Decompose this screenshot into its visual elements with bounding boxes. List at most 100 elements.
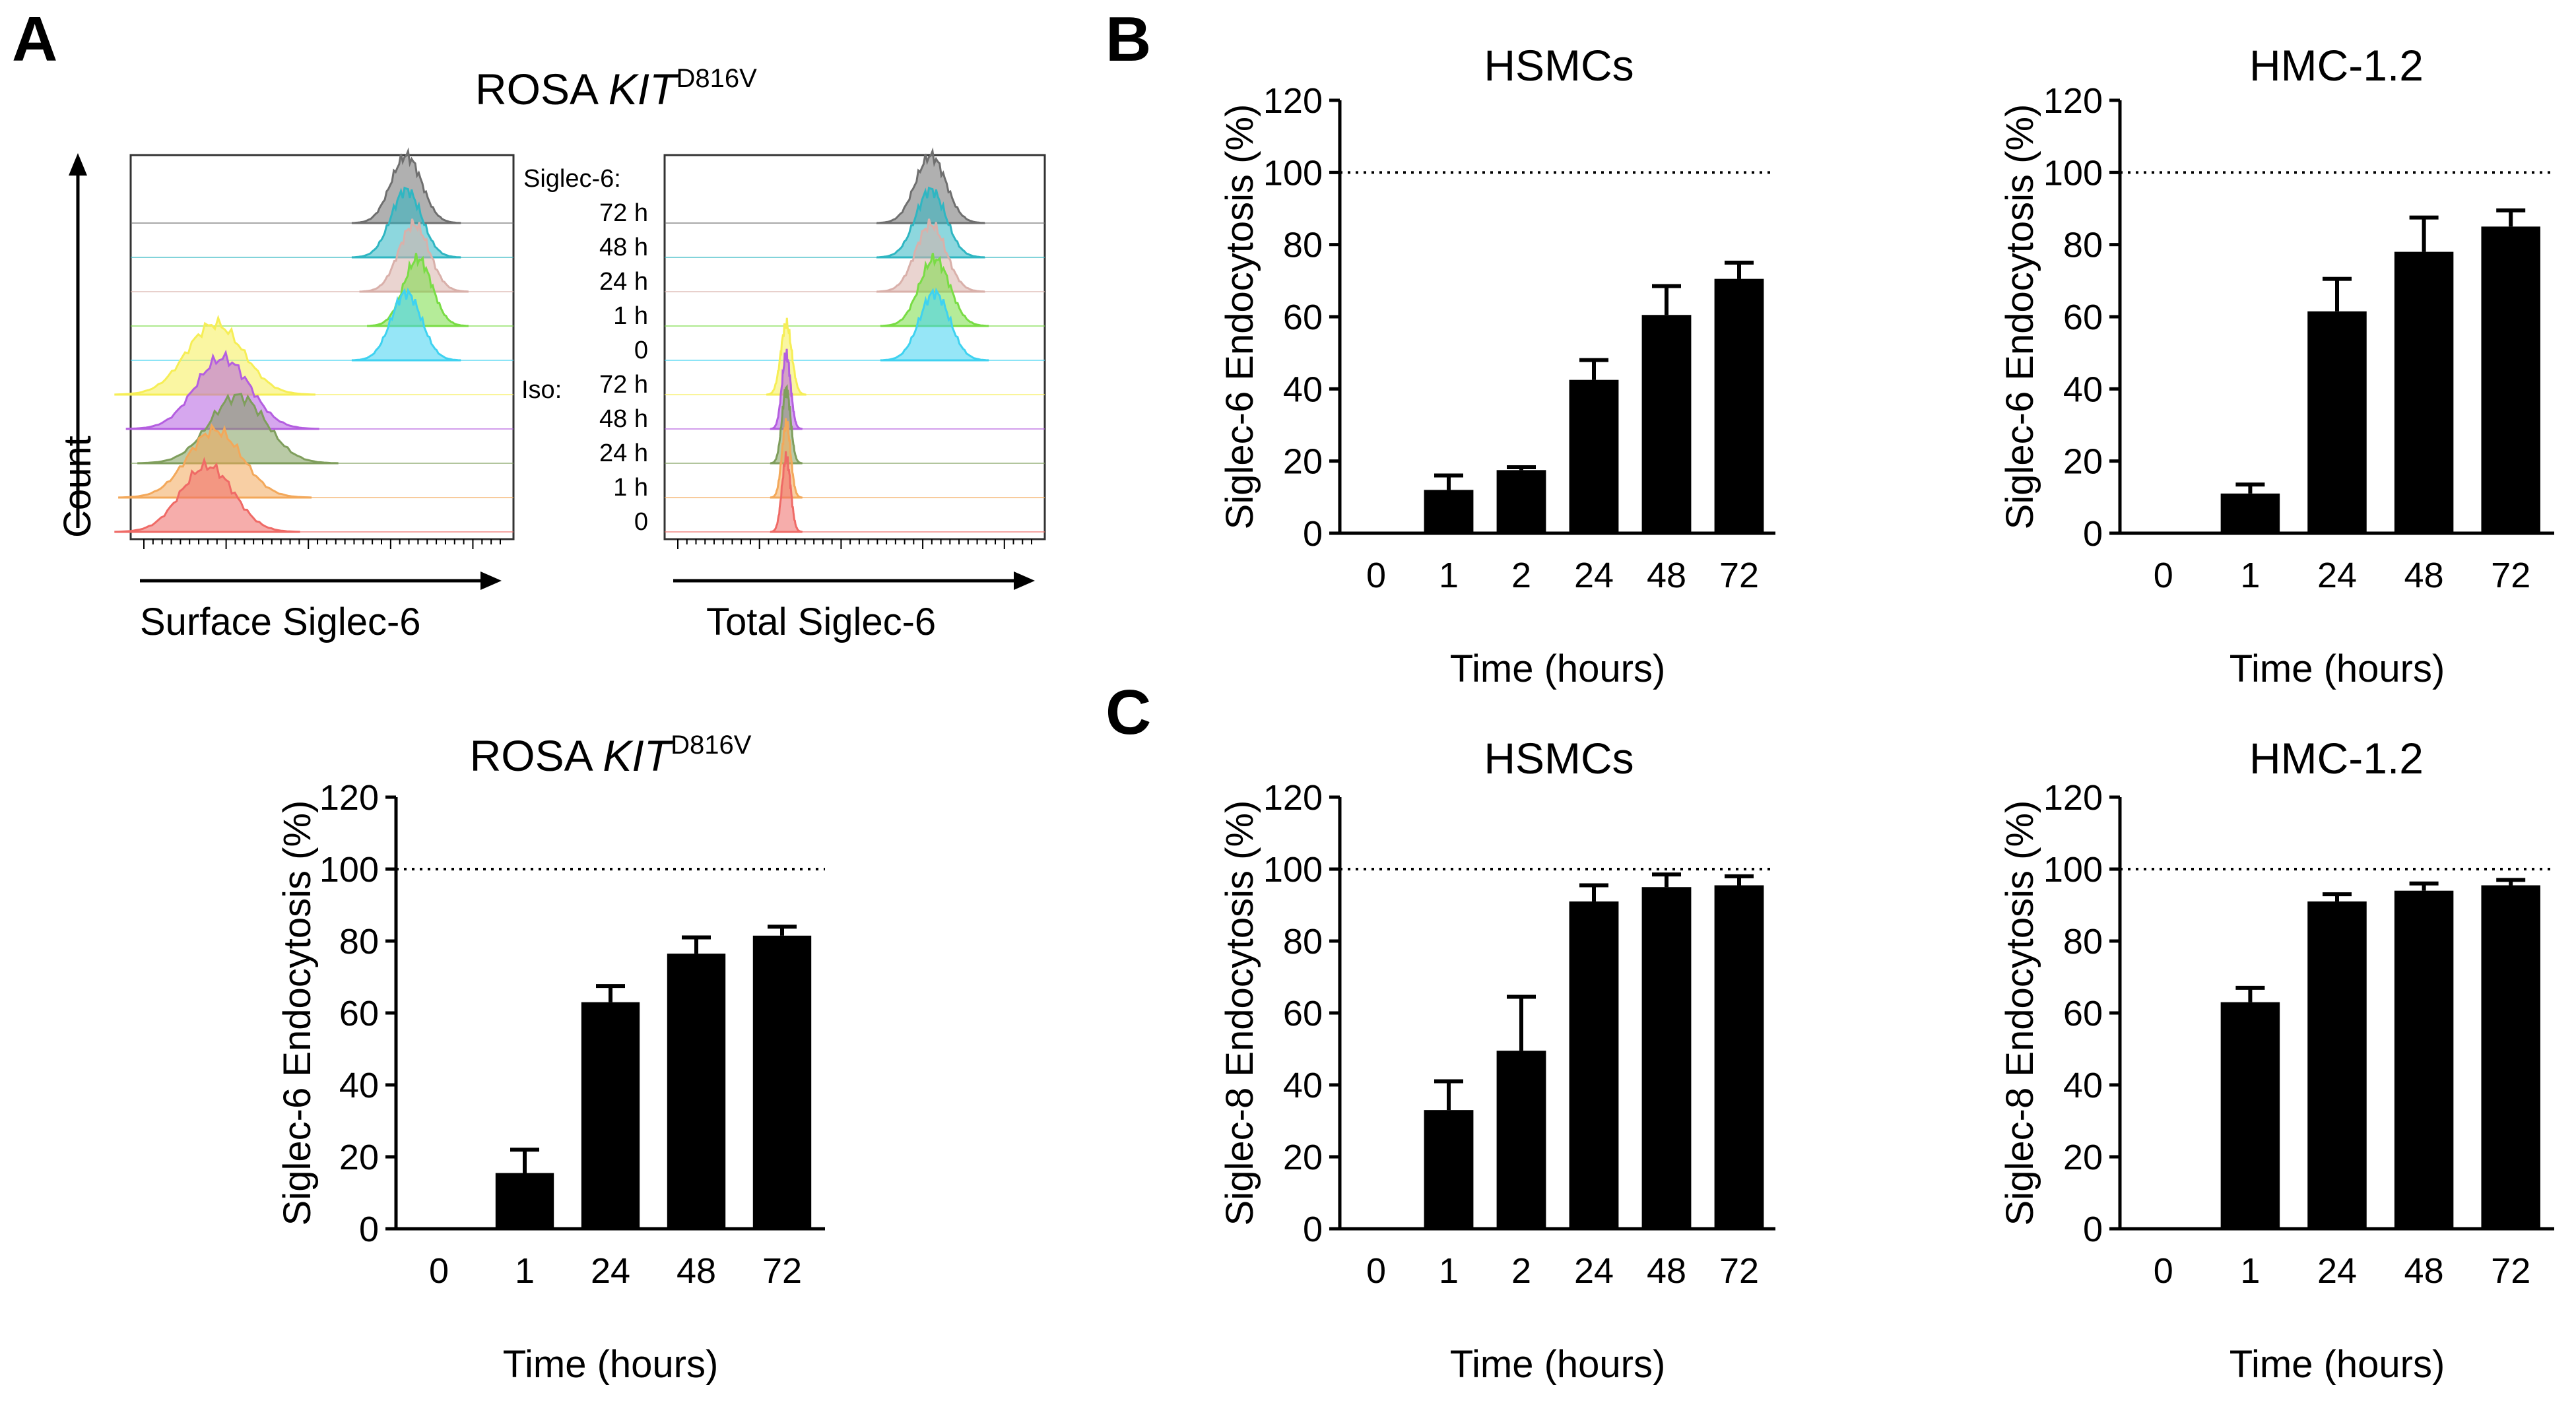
- x-tick-label: 0: [2154, 1251, 2173, 1291]
- surface-histogram-stack: [114, 147, 513, 533]
- x-tick-label: 48: [1647, 556, 1686, 595]
- y-tick-label: 60: [339, 994, 379, 1033]
- time-label: 0: [634, 508, 648, 536]
- x-tick-label: 1: [2240, 556, 2260, 595]
- time-label: 24 h: [599, 440, 648, 467]
- x-tick-label: 72: [2491, 1251, 2530, 1291]
- x-tick-label: 0: [1366, 1251, 1386, 1291]
- x-axis-label: Time (hours): [2229, 647, 2445, 690]
- y-tick-label: 40: [1283, 1066, 1323, 1105]
- y-tick-label: 100: [2043, 850, 2103, 890]
- x-tick-label: 48: [2404, 1251, 2444, 1291]
- y-tick-label: 0: [1303, 514, 1323, 554]
- panel-label-a: A: [12, 4, 57, 75]
- y-tick-label: 0: [2083, 514, 2103, 554]
- y-tick-label: 0: [1303, 1210, 1323, 1249]
- x-tick-label: 1: [1439, 556, 1459, 595]
- histogram-curve: [876, 218, 985, 293]
- rosa-endocytosis-chart: ROSA KITD816V 0 20 40 60 80 100 120 0 1 24 48 72 Time…: [276, 731, 825, 1386]
- chart-title: ROSA KITD816V: [470, 731, 752, 780]
- chart-title-sup: D816V: [671, 731, 752, 760]
- x-axis-label: Time (hours): [1450, 647, 1666, 690]
- chart-title-italic: KIT: [603, 731, 673, 780]
- y-tick-label: 20: [339, 1138, 379, 1177]
- y-tick-label: 120: [1263, 81, 1323, 121]
- y-tick-label: 80: [339, 922, 379, 961]
- bar: [2307, 311, 2367, 533]
- x-tick-label: 0: [429, 1251, 449, 1291]
- histogram-curve: [114, 314, 315, 396]
- y-tick-label: 20: [1283, 442, 1323, 482]
- x-tick-label: 72: [1719, 556, 1759, 595]
- c-hmc-siglec8-chart: HMC-1.2 0 20 40 60 80 100 120 0 1 24 48 72 Time (hour…: [1998, 734, 2554, 1386]
- bar: [581, 1002, 640, 1229]
- chart-title-main: ROSA: [470, 731, 603, 780]
- x-tick-label: 72: [762, 1251, 802, 1291]
- bar: [1641, 887, 1692, 1229]
- y-tick-label: 120: [1263, 778, 1323, 818]
- y-tick-label: 100: [319, 850, 379, 890]
- time-label: 72 h: [599, 199, 648, 227]
- x-tick-label: 1: [1439, 1251, 1459, 1291]
- y-tick-label: 60: [1283, 298, 1323, 337]
- x-tick-label: 48: [1647, 1251, 1686, 1291]
- iso-label: Iso:: [521, 376, 562, 404]
- bar: [2394, 251, 2454, 533]
- y-tick-label: 40: [2063, 370, 2103, 409]
- y-tick-label: 20: [1283, 1138, 1323, 1177]
- y-tick-label: 120: [2043, 778, 2103, 818]
- y-tick-label: 20: [2063, 1138, 2103, 1177]
- time-labels: 72 h 48 h 24 h 1 h 0 72 h 48 h 24 h 1 h 0: [599, 199, 648, 536]
- y-axis-label: Siglec-8 Endocytosis (%): [1998, 800, 2041, 1226]
- b-hsmc-siglec6-chart: HSMCs 0 20 40 60 80 100 120 0 1 2 24 48 72 Time (hours…: [1218, 41, 1775, 690]
- bar: [1424, 490, 1474, 533]
- bar: [1714, 885, 1764, 1229]
- histogram-curve: [114, 457, 300, 533]
- b-hmc-siglec6-chart: HMC-1.2 0 20 40 60 80 100 120 0 1 24 48 72 Time (hour…: [1998, 41, 2554, 690]
- y-tick-label: 120: [319, 778, 379, 818]
- time-label: 1 h: [613, 474, 648, 502]
- x-tick-label: 72: [2491, 556, 2530, 595]
- y-tick-label: 40: [1283, 370, 1323, 409]
- bar: [495, 1173, 554, 1229]
- x-tick-label: 24: [2317, 1251, 2357, 1291]
- y-tick-label: 40: [339, 1066, 379, 1105]
- bar: [1641, 315, 1692, 533]
- flow-title: ROSA KITD816V: [475, 64, 757, 114]
- surface-arrow-head: [480, 571, 502, 590]
- flow-histograms: ROSA KITD816V Count Siglec-6: Iso: 72 h 4…: [56, 64, 1046, 643]
- y-tick-label: 80: [2063, 922, 2103, 961]
- histogram-curve: [351, 287, 461, 362]
- count-arrow-head: [69, 153, 87, 176]
- histogram-minor-ticks: [143, 539, 1032, 549]
- y-tick-label: 120: [2043, 81, 2103, 121]
- bar: [667, 954, 726, 1229]
- histogram-curve: [367, 253, 469, 327]
- histogram-curve: [118, 423, 312, 499]
- histogram-curve: [876, 147, 985, 224]
- x-axis-label: Time (hours): [2229, 1343, 2445, 1386]
- chart-title: HSMCs: [1484, 734, 1634, 783]
- y-tick-label: 0: [2083, 1210, 2103, 1249]
- c-hsmc-siglec8-chart: HSMCs 0 20 40 60 80 100 120 0 1 2 24 48 72 Time (hours…: [1218, 734, 1775, 1386]
- chart-title: HMC-1.2: [2249, 41, 2424, 90]
- y-axis-label: Siglec-6 Endocytosis (%): [1218, 104, 1261, 530]
- x-tick-label: 1: [515, 1251, 535, 1291]
- bar: [752, 935, 812, 1229]
- y-tick-label: 20: [2063, 442, 2103, 482]
- histogram-curve: [125, 349, 319, 430]
- x-axis-label: Time (hours): [503, 1343, 719, 1386]
- bar: [1496, 1051, 1546, 1229]
- y-tick-label: 100: [1263, 153, 1323, 193]
- y-tick-label: 0: [359, 1210, 379, 1249]
- x-tick-label: 2: [1511, 1251, 1531, 1291]
- bar: [1714, 278, 1764, 533]
- total-arrow-head: [1014, 571, 1035, 590]
- bar: [1496, 470, 1546, 533]
- chart-title: HMC-1.2: [2249, 734, 2424, 783]
- panel-label-c: C: [1106, 677, 1151, 748]
- x-tick-label: 2: [1511, 556, 1531, 595]
- x-tick-label: 72: [1719, 1251, 1759, 1291]
- bar: [1569, 901, 1619, 1229]
- bar: [2481, 885, 2540, 1229]
